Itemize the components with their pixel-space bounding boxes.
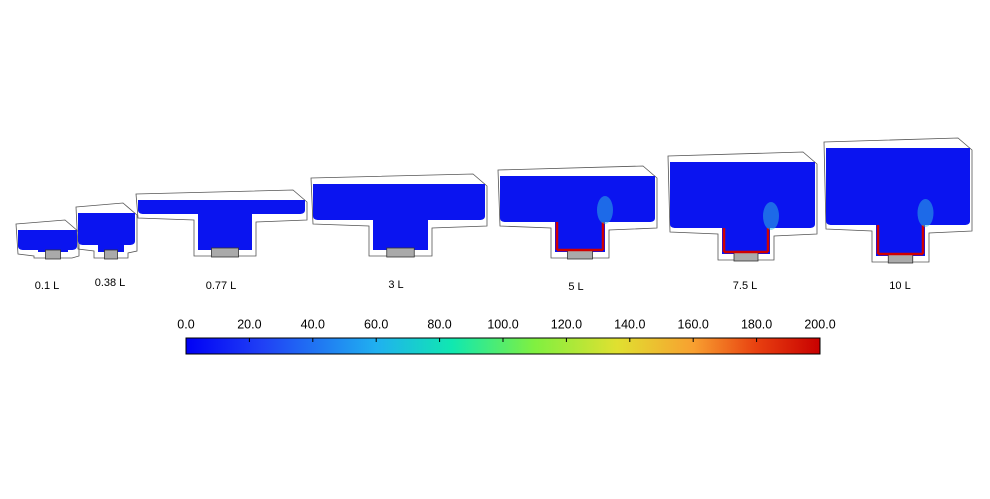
panel-label: 0.38 L	[95, 277, 126, 289]
tank-outline	[823, 137, 973, 263]
plume-glow	[597, 196, 613, 224]
tick-label: 60.0	[364, 317, 388, 331]
fluid	[826, 148, 970, 256]
heater	[733, 251, 759, 262]
heater	[386, 247, 415, 258]
plume	[876, 225, 925, 256]
tank-outline	[15, 219, 80, 259]
tanks	[15, 137, 973, 264]
fluid	[313, 184, 485, 250]
panel-label: 3 L	[388, 279, 403, 291]
tick-label: 180.0	[741, 317, 772, 331]
tick-label: 120.0	[551, 317, 582, 331]
tank-outline	[135, 189, 308, 257]
heater	[887, 253, 914, 264]
panel-label: 10 L	[889, 280, 910, 292]
fluid	[670, 162, 815, 254]
tick-label: 0.0	[177, 317, 194, 331]
heater	[567, 249, 593, 260]
panel-label: 0.1 L	[35, 280, 59, 292]
tank-outline	[310, 173, 488, 257]
tick-label: 200.0	[804, 317, 835, 331]
heater	[45, 249, 61, 260]
fluid	[138, 200, 305, 250]
tank-outline	[667, 151, 818, 261]
fluid	[78, 213, 135, 252]
plume-glow	[763, 202, 779, 230]
fluid	[500, 176, 655, 252]
tick-label: 100.0	[487, 317, 518, 331]
panel-label: 7.5 L	[733, 280, 757, 292]
tank-outline	[75, 202, 138, 259]
tick-label: 160.0	[678, 317, 709, 331]
panel-label: 5 L	[568, 281, 583, 293]
plume-glow	[917, 199, 934, 227]
heater	[104, 249, 118, 260]
panel-label: 0.77 L	[206, 280, 237, 292]
tick-label: 20.0	[237, 317, 261, 331]
tank-outline	[497, 165, 658, 259]
tick-label: 80.0	[427, 317, 451, 331]
plume	[555, 222, 605, 252]
fluid	[18, 230, 77, 252]
heater	[211, 247, 239, 258]
tick-label: 140.0	[614, 317, 645, 331]
tick-label: 40.0	[301, 317, 325, 331]
plume	[722, 228, 770, 254]
